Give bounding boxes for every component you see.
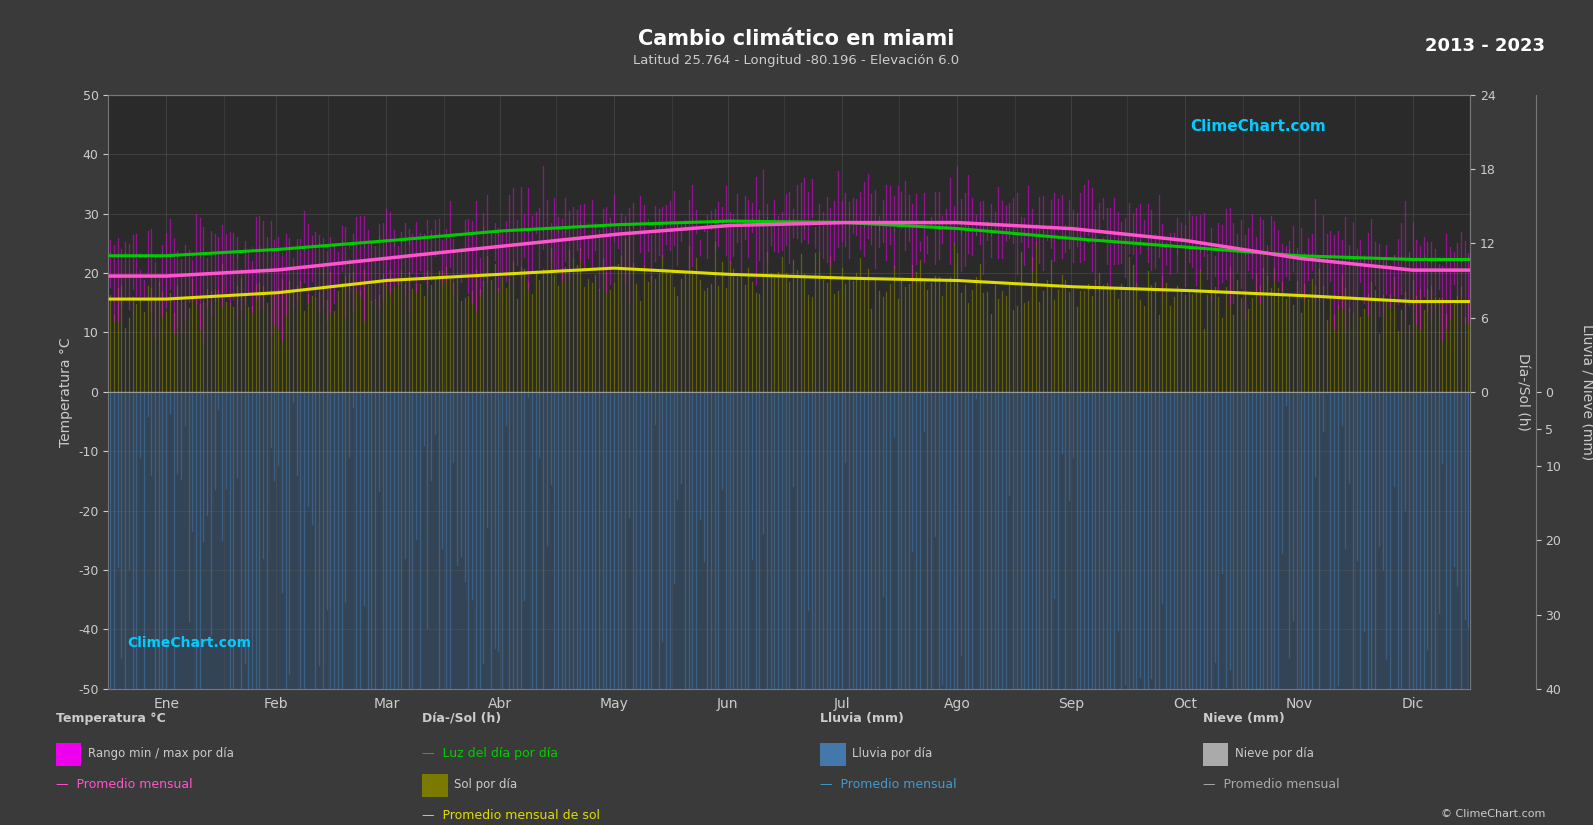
Text: —  Promedio mensual: — Promedio mensual [56,778,193,791]
Y-axis label: Temperatura °C: Temperatura °C [59,337,73,446]
Y-axis label: Lluvia / Nieve (mm): Lluvia / Nieve (mm) [1580,323,1593,460]
Text: Temperatura °C: Temperatura °C [56,712,166,725]
Text: —  Promedio mensual: — Promedio mensual [1203,778,1340,791]
Text: Cambio climático en miami: Cambio climático en miami [639,29,954,49]
Text: —  Promedio mensual: — Promedio mensual [820,778,957,791]
Text: Sol por día: Sol por día [454,778,518,791]
Text: Nieve (mm): Nieve (mm) [1203,712,1284,725]
Text: Latitud 25.764 - Longitud -80.196 - Elevación 6.0: Latitud 25.764 - Longitud -80.196 - Elev… [634,54,959,67]
Text: Lluvia por día: Lluvia por día [852,747,932,760]
Text: 2013 - 2023: 2013 - 2023 [1426,37,1545,55]
Text: ClimeChart.com: ClimeChart.com [1190,119,1327,134]
Text: Nieve por día: Nieve por día [1235,747,1314,760]
Text: © ClimeChart.com: © ClimeChart.com [1440,808,1545,818]
Text: Día-/Sol (h): Día-/Sol (h) [422,712,502,725]
Y-axis label: Día-/Sol (h): Día-/Sol (h) [1515,353,1529,431]
Text: ClimeChart.com: ClimeChart.com [127,636,252,650]
Text: Lluvia (mm): Lluvia (mm) [820,712,905,725]
Text: —  Luz del día por día: — Luz del día por día [422,747,558,760]
Text: —  Promedio mensual de sol: — Promedio mensual de sol [422,809,601,823]
Text: Rango min / max por día: Rango min / max por día [88,747,234,760]
